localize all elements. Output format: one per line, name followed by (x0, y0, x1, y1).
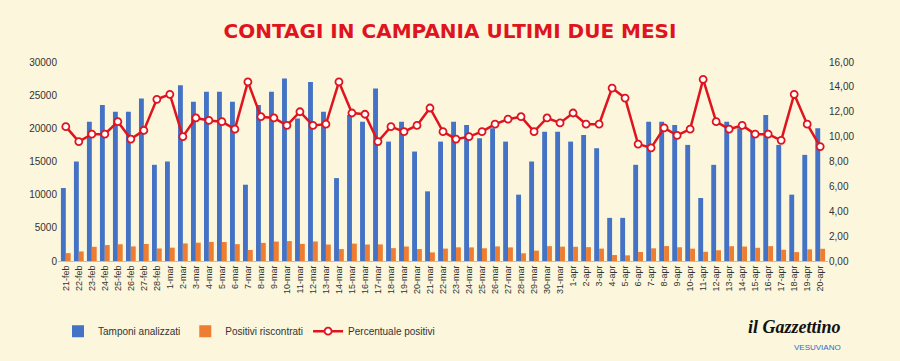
svg-text:10,00: 10,00 (829, 131, 854, 142)
svg-text:16,00: 16,00 (829, 57, 854, 68)
svg-text:4-apr: 4-apr (607, 266, 617, 287)
svg-text:4-mar: 4-mar (204, 266, 214, 290)
svg-text:12-apr: 12-apr (711, 266, 721, 292)
svg-text:30000: 30000 (29, 57, 57, 68)
svg-text:0: 0 (51, 256, 57, 267)
svg-text:2,00: 2,00 (829, 231, 849, 242)
svg-text:17-apr: 17-apr (776, 266, 786, 292)
svg-text:7-mar: 7-mar (243, 266, 253, 290)
svg-text:16-apr: 16-apr (763, 266, 773, 292)
svg-text:VESUVIANO: VESUVIANO (794, 343, 841, 352)
svg-text:23-mar: 23-mar (451, 266, 461, 295)
svg-text:8-apr: 8-apr (659, 266, 669, 287)
svg-text:28-feb: 28-feb (152, 266, 162, 292)
svg-text:8-mar: 8-mar (256, 266, 266, 290)
svg-text:26-feb: 26-feb (126, 266, 136, 292)
svg-text:25000: 25000 (29, 90, 57, 101)
svg-text:5000: 5000 (35, 222, 58, 233)
svg-text:11-apr: 11-apr (698, 266, 708, 291)
svg-text:5-apr: 5-apr (620, 266, 630, 287)
svg-text:Percentuale positivi: Percentuale positivi (348, 326, 435, 337)
svg-text:25-feb: 25-feb (113, 266, 123, 292)
svg-text:26-mar: 26-mar (490, 266, 500, 295)
svg-text:22-feb: 22-feb (74, 266, 84, 292)
svg-text:14-apr: 14-apr (737, 266, 747, 292)
svg-text:15-apr: 15-apr (750, 266, 760, 292)
svg-text:2-apr: 2-apr (581, 266, 591, 287)
svg-text:1-apr: 1-apr (568, 266, 578, 287)
svg-text:il Gazzettino: il Gazzettino (748, 317, 841, 337)
svg-text:20-apr: 20-apr (815, 266, 825, 292)
svg-text:28-mar: 28-mar (516, 266, 526, 295)
svg-text:24-feb: 24-feb (100, 266, 110, 292)
svg-text:14,00: 14,00 (829, 81, 854, 92)
svg-text:29-mar: 29-mar (529, 266, 539, 295)
svg-text:15-mar: 15-mar (347, 266, 357, 295)
svg-text:27-feb: 27-feb (139, 266, 149, 292)
svg-text:18-mar: 18-mar (386, 266, 396, 295)
svg-text:31-mar: 31-mar (555, 266, 565, 295)
svg-text:8,00: 8,00 (829, 156, 849, 167)
svg-text:17-mar: 17-mar (373, 266, 383, 295)
svg-text:22-mar: 22-mar (438, 266, 448, 295)
svg-text:16-mar: 16-mar (360, 266, 370, 295)
svg-text:15000: 15000 (29, 156, 57, 167)
svg-text:Tamponi analizzati: Tamponi analizzati (98, 326, 180, 337)
svg-text:6-apr: 6-apr (633, 266, 643, 287)
svg-text:12,00: 12,00 (829, 106, 854, 117)
svg-text:19-mar: 19-mar (399, 266, 409, 295)
svg-text:23-feb: 23-feb (87, 266, 97, 292)
svg-text:20000: 20000 (29, 123, 57, 134)
svg-text:21-mar: 21-mar (425, 266, 435, 295)
svg-text:7-apr: 7-apr (646, 266, 656, 287)
svg-text:9-mar: 9-mar (269, 266, 279, 290)
svg-text:18-apr: 18-apr (789, 266, 799, 292)
svg-text:27-mar: 27-mar (503, 266, 513, 295)
svg-text:13-apr: 13-apr (724, 266, 734, 292)
svg-text:25-mar: 25-mar (477, 266, 487, 295)
svg-text:1-mar: 1-mar (165, 266, 175, 290)
svg-text:14-mar: 14-mar (334, 266, 344, 295)
svg-text:21-feb: 21-feb (61, 266, 71, 292)
svg-text:Positivi riscontrati: Positivi riscontrati (225, 326, 303, 337)
svg-text:12-mar: 12-mar (308, 266, 318, 295)
svg-text:0,00: 0,00 (829, 256, 849, 267)
svg-text:10000: 10000 (29, 189, 57, 200)
svg-text:19-apr: 19-apr (802, 266, 812, 292)
svg-text:30-mar: 30-mar (542, 266, 552, 295)
svg-text:11-mar: 11-mar (295, 266, 305, 294)
svg-text:5-mar: 5-mar (217, 266, 227, 290)
svg-text:CONTAGI IN CAMPANIA ULTIMI DUE: CONTAGI IN CAMPANIA ULTIMI DUE MESI (224, 19, 677, 43)
svg-text:4,00: 4,00 (829, 206, 849, 217)
svg-text:6,00: 6,00 (829, 181, 849, 192)
svg-text:3-mar: 3-mar (191, 266, 201, 290)
svg-text:10-mar: 10-mar (282, 266, 292, 295)
svg-text:9-apr: 9-apr (672, 266, 682, 287)
svg-text:2-mar: 2-mar (178, 266, 188, 290)
svg-text:6-mar: 6-mar (230, 266, 240, 290)
svg-text:10-apr: 10-apr (685, 266, 695, 292)
svg-text:20-mar: 20-mar (412, 266, 422, 295)
svg-text:24-mar: 24-mar (464, 266, 474, 295)
svg-text:13-mar: 13-mar (321, 266, 331, 295)
svg-text:3-apr: 3-apr (594, 266, 604, 287)
